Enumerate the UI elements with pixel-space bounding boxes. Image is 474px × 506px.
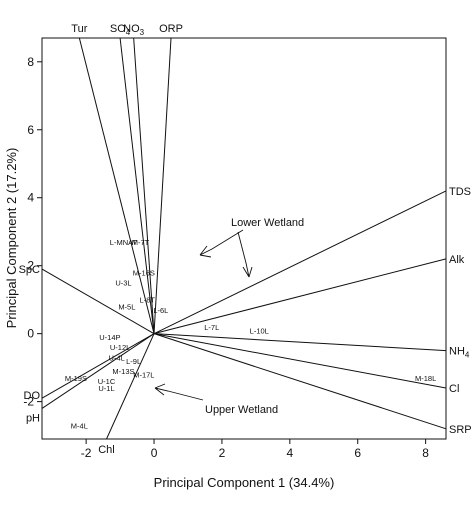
- x-tick-label: 4: [286, 446, 293, 460]
- vector-label-do: DO: [24, 390, 41, 402]
- x-axis-title: Principal Component 1 (34.4%): [154, 475, 335, 490]
- site-u-1c: U-1C: [98, 377, 116, 386]
- lower-wetland-label: Lower Wetland: [231, 217, 304, 229]
- vector-srp: [153, 333, 447, 430]
- site-m-19s: M-19S: [65, 374, 87, 383]
- x-tick-label: 6: [354, 446, 361, 460]
- lower-wetland-arrow-right: [237, 231, 253, 278]
- y-axis-title: Principal Component 2 (17.2%): [4, 148, 19, 329]
- site-m-17l: M-17L: [133, 370, 154, 379]
- vector-alk: [153, 258, 447, 335]
- y-tick-label: 4: [27, 191, 34, 205]
- vector-no3: [133, 37, 155, 334]
- site-l-9l: L-9L: [126, 357, 141, 366]
- vector-label-chl: Chl: [98, 444, 115, 456]
- site-m-16s: M-16S: [133, 268, 155, 277]
- vector-label-so4: SO4: [110, 23, 131, 37]
- site-m-13s: M-13S: [112, 367, 134, 376]
- site-m-18l: M-18L: [415, 374, 436, 383]
- x-tick-label: 2: [219, 446, 226, 460]
- y-tick-label: 6: [27, 123, 34, 137]
- plot-frame: [41, 37, 447, 440]
- vector-label-spc: SpC: [19, 264, 40, 276]
- vector-chl: [106, 333, 155, 440]
- site-l-7l: L-7L: [204, 323, 219, 332]
- vector-tds: [153, 190, 447, 335]
- upper-wetland-label: Upper Wetland: [205, 404, 278, 416]
- site-m-4l: M-4L: [71, 421, 88, 430]
- axis-ticks: -2 0 2 4 6 8 -2 0 2 4 6 8: [23, 55, 429, 460]
- site-l-8t: L-8T: [140, 296, 156, 305]
- site-l-6l: L-6L: [153, 306, 168, 315]
- upper-wetland-annotation: Upper Wetland: [154, 383, 278, 416]
- vector-ph: [41, 333, 155, 409]
- vector-label-tds: TDS: [449, 186, 471, 198]
- site-u-1l: U-1L: [98, 384, 114, 393]
- vector-label-no3: NO3: [123, 23, 145, 37]
- vector-nh4: [154, 333, 447, 352]
- site-m-5l: M-5L: [118, 302, 135, 311]
- vector-label-alk: Alk: [449, 254, 465, 266]
- vector-label-cl: Cl: [449, 383, 459, 395]
- site-l-mnat: L-MNAT: [110, 238, 138, 247]
- y-tick-label: 0: [27, 327, 34, 341]
- vector-label-orp: ORP: [159, 23, 183, 35]
- vector-orp: [153, 37, 172, 334]
- upper-wetland-arrow: [154, 383, 204, 401]
- lower-wetland-arrow-left: [199, 229, 244, 258]
- site-u-4l: U-4L: [109, 353, 125, 362]
- vector-label-tur: Tur: [71, 23, 87, 35]
- y-tick-label: -2: [23, 395, 34, 409]
- y-tick-label: 8: [27, 55, 34, 69]
- x-tick-label: 8: [422, 446, 429, 460]
- lower-wetland-annotation: Lower Wetland: [199, 217, 304, 278]
- vector-so4: [119, 37, 155, 334]
- site-l-10l: L-10L: [250, 326, 269, 335]
- x-tick-label: 0: [151, 446, 158, 460]
- vector-spc: [41, 268, 155, 335]
- site-u-14p: U-14P: [99, 333, 120, 342]
- vector-cl: [153, 333, 447, 389]
- x-tick-label: -2: [81, 446, 92, 460]
- vector-do: [41, 333, 155, 399]
- y-tick-label: 2: [27, 259, 34, 273]
- vector-label-ph: pH: [26, 412, 40, 424]
- vector-label-nh4: NH4: [449, 346, 470, 360]
- vector-label-srp: SRP: [449, 424, 472, 436]
- vector-tur: [78, 37, 155, 334]
- site-u-12l: U-12L: [110, 343, 130, 352]
- site-m-7t: M-7T: [132, 238, 150, 247]
- loading-vectors: [41, 37, 447, 440]
- site-u-3l: U-3L: [115, 279, 131, 288]
